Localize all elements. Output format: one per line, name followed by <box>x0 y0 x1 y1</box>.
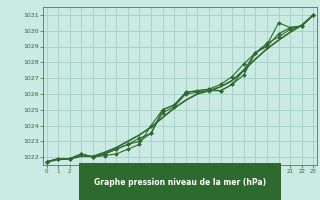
X-axis label: Graphe pression niveau de la mer (hPa): Graphe pression niveau de la mer (hPa) <box>94 178 266 187</box>
